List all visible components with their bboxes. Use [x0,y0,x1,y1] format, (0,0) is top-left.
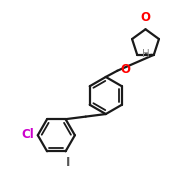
Text: H: H [142,49,149,59]
Text: O: O [121,63,130,76]
Text: O: O [140,11,151,24]
Text: I: I [66,156,70,169]
Text: Cl: Cl [21,128,34,141]
